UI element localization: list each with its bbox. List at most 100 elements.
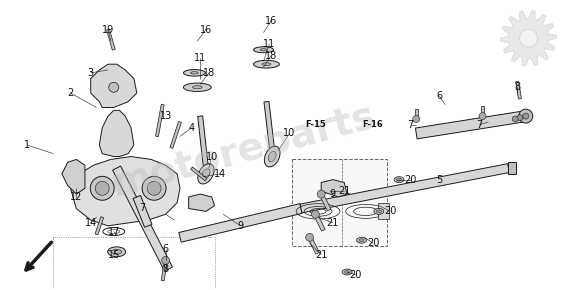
Polygon shape	[179, 204, 302, 242]
Ellipse shape	[108, 247, 126, 257]
Polygon shape	[264, 102, 274, 151]
Polygon shape	[516, 81, 522, 99]
Text: 21: 21	[315, 250, 327, 260]
Text: 5: 5	[436, 175, 442, 185]
Text: 3: 3	[87, 68, 94, 78]
Text: 17: 17	[108, 226, 120, 237]
Polygon shape	[415, 109, 418, 119]
Ellipse shape	[357, 237, 367, 243]
Circle shape	[306, 233, 314, 241]
Polygon shape	[170, 122, 181, 148]
Polygon shape	[481, 106, 484, 116]
Polygon shape	[62, 160, 85, 194]
Circle shape	[147, 181, 161, 195]
Text: 13: 13	[159, 111, 172, 121]
Text: F-16: F-16	[362, 120, 383, 129]
Ellipse shape	[254, 47, 273, 53]
Ellipse shape	[112, 249, 122, 254]
Text: 14: 14	[214, 169, 226, 179]
Text: 2: 2	[67, 88, 74, 98]
Circle shape	[413, 115, 420, 122]
Text: 18: 18	[203, 68, 215, 78]
Polygon shape	[197, 116, 208, 168]
Circle shape	[523, 113, 529, 119]
Text: F-15: F-15	[305, 120, 326, 129]
Polygon shape	[190, 167, 207, 181]
Polygon shape	[300, 164, 510, 213]
Text: 11: 11	[263, 39, 276, 49]
Bar	[378, 203, 390, 219]
Polygon shape	[508, 162, 516, 174]
Ellipse shape	[345, 271, 350, 273]
Text: 20: 20	[350, 270, 362, 280]
Ellipse shape	[265, 146, 280, 167]
Text: 7: 7	[140, 204, 146, 213]
Ellipse shape	[342, 269, 352, 275]
Polygon shape	[156, 104, 164, 137]
Ellipse shape	[192, 86, 202, 89]
Ellipse shape	[394, 177, 404, 183]
Text: 7: 7	[408, 120, 413, 130]
Circle shape	[519, 109, 533, 123]
Text: 6: 6	[163, 244, 168, 254]
Bar	[292, 160, 387, 246]
Text: 18: 18	[265, 50, 277, 61]
Polygon shape	[91, 64, 137, 108]
Circle shape	[109, 82, 119, 92]
Polygon shape	[113, 166, 173, 271]
Text: 9: 9	[329, 189, 336, 199]
Ellipse shape	[198, 164, 214, 184]
Text: 16: 16	[265, 16, 277, 26]
Polygon shape	[308, 236, 320, 254]
Circle shape	[512, 116, 518, 122]
Polygon shape	[133, 195, 152, 227]
Circle shape	[96, 181, 109, 195]
Circle shape	[142, 176, 166, 200]
Polygon shape	[501, 10, 556, 66]
Polygon shape	[95, 217, 104, 235]
Text: 10: 10	[283, 128, 296, 138]
Text: 15: 15	[108, 250, 120, 260]
Circle shape	[517, 115, 523, 121]
Text: 12: 12	[70, 192, 82, 202]
Ellipse shape	[184, 70, 206, 76]
Ellipse shape	[374, 209, 384, 214]
Text: 20: 20	[367, 238, 379, 248]
Ellipse shape	[260, 49, 267, 51]
Text: 16: 16	[200, 25, 212, 35]
Ellipse shape	[397, 178, 401, 181]
Polygon shape	[314, 213, 325, 231]
Ellipse shape	[359, 239, 364, 242]
Ellipse shape	[202, 169, 210, 179]
Text: 8: 8	[514, 82, 520, 92]
Ellipse shape	[262, 63, 271, 66]
Bar	[53, 237, 215, 290]
Text: 21: 21	[327, 218, 339, 228]
Circle shape	[520, 29, 537, 47]
Circle shape	[90, 176, 114, 200]
Ellipse shape	[184, 83, 211, 91]
Text: 6: 6	[436, 91, 442, 101]
Polygon shape	[321, 180, 347, 197]
Circle shape	[479, 113, 486, 119]
Text: 20: 20	[384, 206, 397, 216]
Circle shape	[312, 210, 320, 218]
Polygon shape	[162, 260, 167, 281]
Circle shape	[162, 256, 170, 264]
Text: 9: 9	[237, 221, 244, 231]
Circle shape	[317, 190, 325, 198]
Ellipse shape	[268, 151, 276, 162]
Polygon shape	[189, 194, 215, 211]
Text: 8: 8	[163, 264, 168, 274]
Ellipse shape	[376, 210, 382, 213]
Text: 21: 21	[338, 186, 350, 196]
Ellipse shape	[254, 60, 280, 68]
Polygon shape	[320, 193, 331, 211]
Polygon shape	[107, 29, 115, 50]
Text: 7: 7	[477, 120, 483, 130]
Text: 20: 20	[404, 175, 417, 185]
Text: 14: 14	[85, 218, 97, 228]
Polygon shape	[100, 110, 134, 157]
Polygon shape	[71, 157, 180, 226]
Text: motoreparts: motoreparts	[107, 97, 380, 204]
